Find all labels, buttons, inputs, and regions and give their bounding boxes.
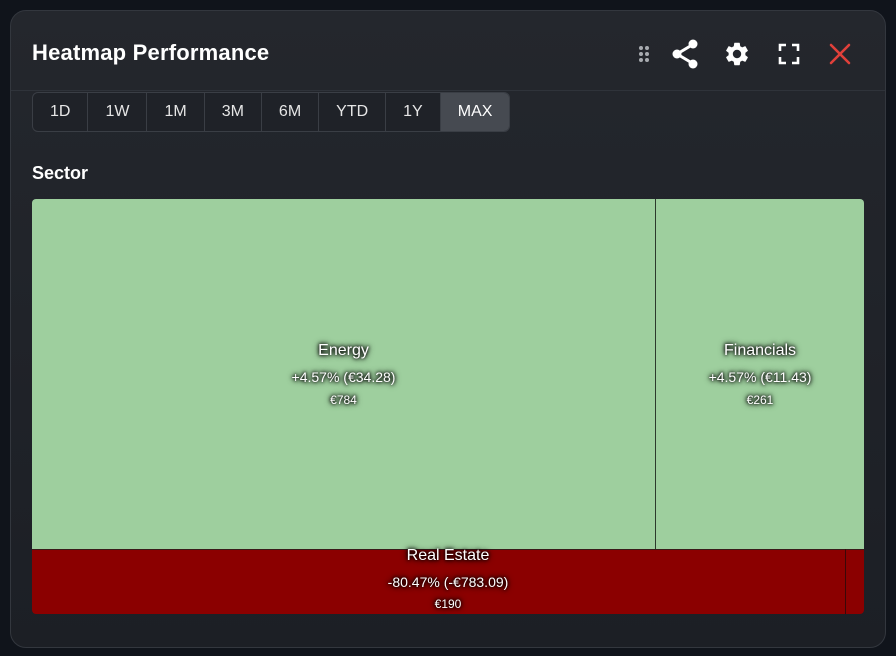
tile-change: +4.57% (€11.43) [708, 368, 812, 385]
treemap-tile-real-estate[interactable]: Real Estate -80.47% (-€783.09) €190 [32, 547, 864, 614]
sector-treemap: Energy +4.57% (€34.28) €784 Financials +… [32, 199, 864, 614]
section-label: Sector [32, 163, 89, 183]
treemap-tile-divider [845, 549, 846, 614]
range-6m-button[interactable]: 6M [262, 93, 320, 131]
share-icon[interactable] [670, 39, 700, 69]
close-icon[interactable] [825, 39, 855, 69]
tile-name: Real Estate [406, 547, 490, 564]
tile-change: +4.57% (€34.28) [291, 368, 396, 385]
range-3m-button[interactable]: 3M [205, 93, 262, 131]
drag-handle-icon[interactable] [629, 39, 659, 69]
range-max-button[interactable]: MAX [440, 93, 510, 131]
tile-name: Financials [723, 341, 797, 359]
fullscreen-icon[interactable] [774, 39, 804, 69]
widget-title: Heatmap Performance [32, 40, 270, 65]
time-range-selector: 1D 1W 1M 3M 6M YTD 1Y MAX [32, 92, 511, 132]
treemap-tile-financials[interactable]: Financials +4.57% (€11.43) €261 [656, 199, 864, 549]
range-1y-button[interactable]: 1Y [386, 93, 441, 131]
range-1w-button[interactable]: 1W [88, 93, 148, 131]
tile-change: -80.47% (-€783.09) [387, 574, 509, 590]
widget-header: Heatmap Performance [11, 11, 885, 91]
tile-value: €784 [330, 392, 357, 407]
tile-value: €190 [434, 597, 462, 611]
range-1d-button[interactable]: 1D [33, 93, 89, 131]
heatmap-widget: Heatmap Performance [10, 10, 886, 648]
gear-icon[interactable] [722, 39, 752, 69]
range-ytd-button[interactable]: YTD [319, 93, 387, 131]
tile-name: Energy [318, 341, 369, 359]
tile-value: €261 [746, 392, 774, 407]
treemap-tile-energy[interactable]: Energy +4.57% (€34.28) €784 [32, 199, 656, 549]
range-1m-button[interactable]: 1M [147, 93, 205, 131]
